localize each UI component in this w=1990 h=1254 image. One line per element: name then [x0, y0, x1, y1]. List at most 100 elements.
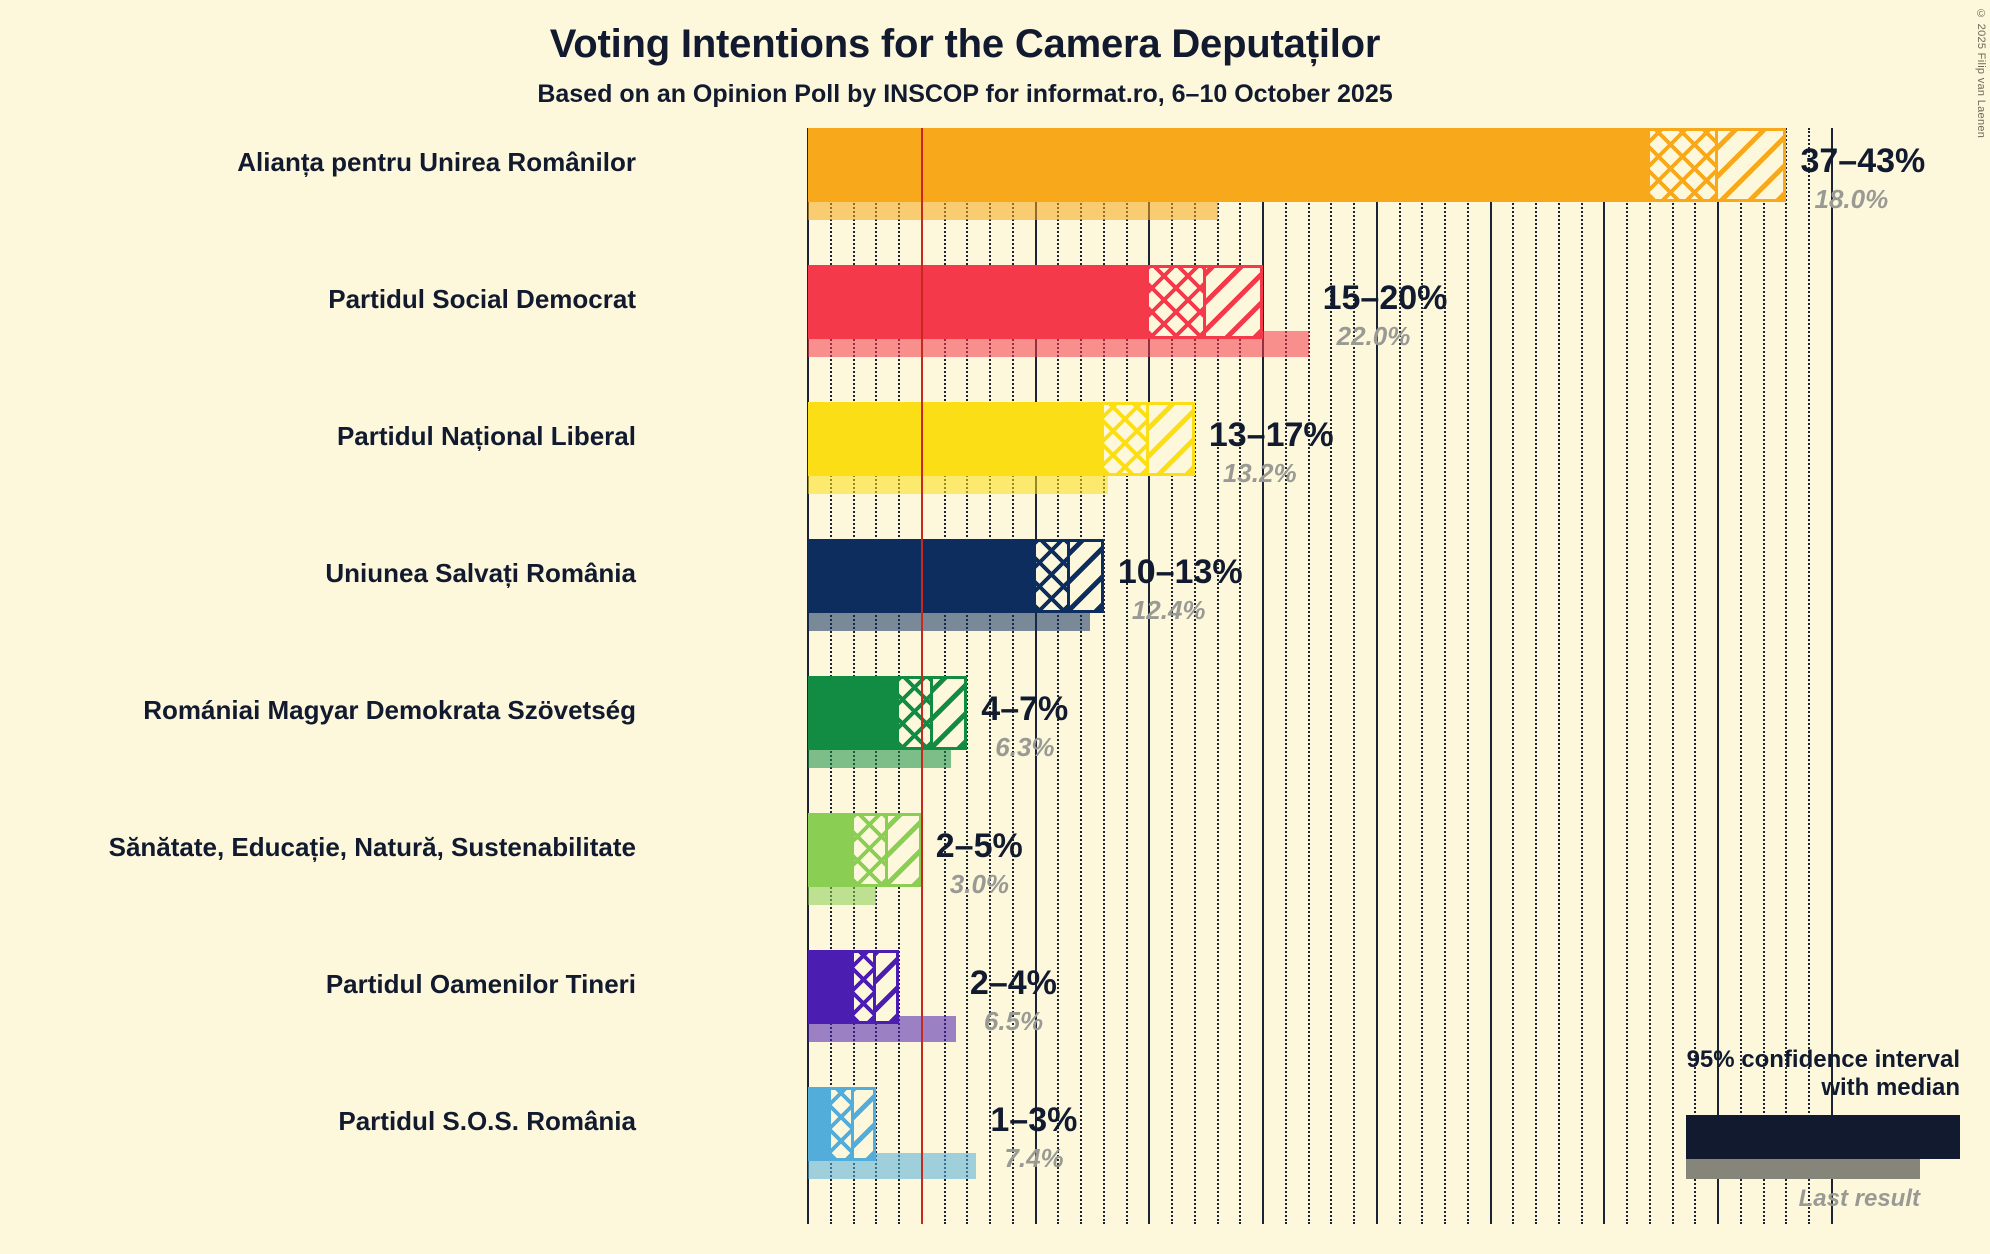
gridline-minor: [1739, 128, 1742, 1224]
gridline-minor: [1080, 128, 1083, 1224]
gridline-major: [1034, 128, 1037, 1224]
gridline-minor: [1580, 128, 1583, 1224]
gridline-major: [1148, 128, 1151, 1224]
ci-range-label: 2–4%: [969, 964, 1057, 1002]
ci-upper-diagonal-segment: [853, 1087, 877, 1161]
gridline-minor: [1171, 128, 1174, 1224]
last-result-label: 6.5%: [983, 1006, 1044, 1036]
confidence-interval-bar: [808, 539, 1104, 613]
gridline-minor: [1557, 128, 1560, 1224]
gridline-minor: [1353, 128, 1356, 1224]
ci-upper-diagonal-segment: [1149, 402, 1195, 476]
legend-upper-diagonal: [1903, 1117, 1957, 1156]
gridline-minor: [1694, 128, 1697, 1224]
gridline-minor: [1535, 128, 1538, 1224]
gridline-minor: [1102, 128, 1105, 1224]
ci-upper-diagonal-segment: [1718, 128, 1787, 202]
gridline-minor: [1057, 128, 1060, 1224]
gridline-minor: [1193, 128, 1196, 1224]
gridline-minor: [1330, 128, 1333, 1224]
ci-range-label: 10–13%: [1117, 553, 1243, 591]
last-result-label: 6.3%: [995, 732, 1055, 762]
last-result-label: 3.0%: [949, 869, 1010, 899]
party-label: Partidul S.O.S. România: [338, 1106, 636, 1136]
bar-row: Sănătate, Educație, Natură, Sustenabilit…: [109, 813, 1832, 950]
ci-lower-solid-segment: [808, 676, 900, 750]
gridline-minor: [1762, 128, 1765, 1224]
gridline-minor: [1011, 128, 1014, 1224]
legend-median-crosshatch: [1839, 1117, 1904, 1156]
ci-median-crosshatch-segment: [1149, 265, 1207, 339]
party-label: Partidul Național Liberal: [336, 421, 636, 451]
party-label: Partidul Social Democrat: [328, 284, 636, 314]
gridline-major: [1262, 128, 1265, 1224]
gridline-minor: [1808, 128, 1811, 1224]
ci-range-label: 37–43%: [1800, 142, 1926, 180]
ci-lower-solid-segment: [808, 265, 1150, 339]
confidence-interval-bar: [808, 265, 1264, 339]
party-label: Partidul Oamenilor Tineri: [325, 969, 636, 999]
gridline-minor: [1125, 128, 1128, 1224]
ci-median-crosshatch-segment: [899, 676, 934, 750]
confidence-interval-bar: [808, 128, 1787, 202]
last-result-label: 7.4%: [1004, 1143, 1064, 1173]
gridline-minor: [1239, 128, 1242, 1224]
ci-upper-diagonal-segment: [1206, 265, 1264, 339]
legend-line-2: with median: [1821, 1074, 1960, 1102]
electoral-threshold-line: [920, 128, 923, 1224]
ci-range-label: 15–20%: [1322, 279, 1448, 317]
gridline-major: [1717, 128, 1720, 1224]
last-result-label: 12.4%: [1131, 595, 1206, 625]
bar-row: Romániai Magyar Demokrata Szövetség 4–7% 6…: [143, 676, 1832, 813]
ci-lower-solid-segment: [808, 950, 854, 1024]
bar-row: Partidul S.O.S. România 1–3% 7.4%: [338, 1087, 1832, 1224]
gridline-minor: [966, 128, 969, 1224]
ci-lower-solid-segment: [808, 1087, 831, 1161]
ci-median-crosshatch-segment: [853, 950, 877, 1024]
ci-median-crosshatch-segment: [830, 1087, 854, 1161]
page-title: Voting Intentions for the Camera Deputaț…: [549, 22, 1381, 66]
ci-upper-diagonal-segment: [1069, 539, 1104, 613]
party-label: Romániai Magyar Demokrata Szövetség: [143, 695, 636, 725]
party-label: Sănătate, Educație, Natură, Sustenabilit…: [108, 832, 636, 862]
page-subtitle: Based on an Opinion Poll by INSCOP for i…: [537, 80, 1393, 108]
legend-line-1: 95% confidence interval: [1686, 1046, 1960, 1073]
gridline-minor: [1398, 128, 1401, 1224]
gridline-minor: [1284, 128, 1287, 1224]
ci-range-label: 2–5%: [935, 827, 1023, 865]
bar-row: Uniunea Salvați România 10–13% 12.4%: [325, 539, 1832, 676]
confidence-interval-bar: [808, 950, 900, 1024]
ci-median-crosshatch-segment: [1035, 539, 1070, 613]
legend-last-result-label: Last result: [1798, 1184, 1920, 1212]
confidence-interval-bar: [808, 1087, 877, 1161]
gridline-minor: [1671, 128, 1674, 1224]
ci-lower-solid-segment: [808, 813, 854, 887]
gridlines: [807, 128, 1833, 1224]
ci-median-crosshatch-segment: [1103, 402, 1150, 476]
legend: 95% confidence interval with median Last…: [1630, 1046, 1960, 1213]
gridline-minor: [1626, 128, 1629, 1224]
bar-row: Partidul Social Democrat 15–20% 22.0%: [328, 265, 1832, 402]
confidence-interval-bar: [808, 813, 922, 887]
gridline-minor: [1648, 128, 1651, 1224]
party-label: Alianța pentru Unirea Românilor: [237, 147, 636, 177]
gridline-minor: [1216, 128, 1219, 1224]
ci-upper-diagonal-segment: [933, 676, 968, 750]
ci-median-crosshatch-segment: [1649, 128, 1719, 202]
confidence-interval-bar: [808, 676, 968, 750]
legend-ci-swatch: [1686, 1114, 1960, 1159]
gridline-minor: [1785, 128, 1788, 1224]
bar-row: Partidul Național Liberal 13–17% 13.2%: [337, 402, 1832, 539]
bar-rows: Alianța pentru Unirea Românilor 37–43% 18.…: [109, 128, 1925, 1224]
gridline-major: [1603, 128, 1606, 1224]
legend-last-result-swatch: [1686, 1158, 1920, 1179]
ci-lower-solid-segment: [808, 402, 1104, 476]
ci-range-label: 13–17%: [1208, 416, 1334, 454]
last-result-label: 22.0%: [1336, 321, 1411, 351]
ci-upper-diagonal-segment: [887, 813, 922, 887]
gridline-minor: [1307, 128, 1310, 1224]
last-result-label: 13.2%: [1222, 458, 1297, 488]
ci-upper-diagonal-segment: [876, 950, 900, 1024]
gridline-minor: [989, 128, 992, 1224]
plot-area: Alianța pentru Unirea Românilor 37–43% 18.…: [109, 128, 1925, 1224]
